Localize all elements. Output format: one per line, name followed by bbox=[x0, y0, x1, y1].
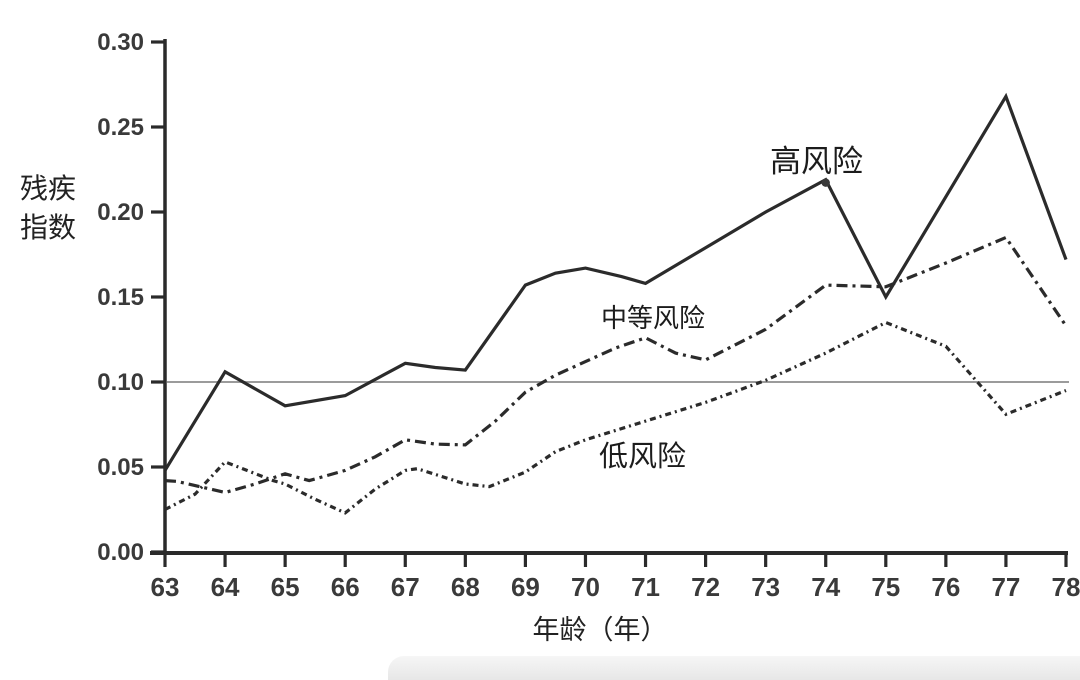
y-tick-label: 0.10 bbox=[97, 369, 144, 396]
series-line-high-risk bbox=[163, 92, 1068, 472]
y-tick-label: 0.00 bbox=[97, 539, 144, 566]
x-tick-label: 74 bbox=[811, 572, 840, 602]
x-axis-label: 年龄（年） bbox=[532, 615, 668, 645]
high-risk-peak-dot bbox=[821, 178, 830, 187]
line-chart-canvas: 0.00 0.05 0.10 0.15 0.20 0.25 0.30 63 64 65 66 67 68… bbox=[97, 29, 1080, 602]
series-label-high-risk: 高风险 bbox=[770, 144, 863, 179]
x-tick-label: 69 bbox=[511, 572, 540, 602]
series-label-low-risk: 低风险 bbox=[599, 440, 686, 473]
y-tick-label: 0.05 bbox=[97, 454, 144, 481]
x-tick-label: 72 bbox=[691, 572, 720, 602]
series-line-low-risk bbox=[164, 320, 1067, 515]
x-tick-label: 70 bbox=[571, 572, 600, 602]
x-tick-label: 67 bbox=[391, 572, 420, 602]
x-tick-label: 77 bbox=[991, 572, 1020, 602]
x-tick-label: 76 bbox=[931, 572, 960, 602]
x-tick-label: 71 bbox=[631, 572, 660, 602]
x-tick-label: 66 bbox=[331, 572, 360, 602]
x-tick-label: 68 bbox=[451, 572, 480, 602]
series-line-medium-risk bbox=[164, 235, 1068, 495]
series-label-medium-risk: 中等风险 bbox=[601, 303, 705, 333]
bottom-edge-bar bbox=[388, 656, 1080, 680]
y-tick-label: 0.15 bbox=[97, 284, 144, 311]
x-tick-label: 64 bbox=[211, 572, 240, 602]
x-tick-label: 65 bbox=[271, 572, 300, 602]
y-axis-label: 残疾指数 bbox=[20, 173, 77, 243]
x-tick-label: 78 bbox=[1052, 572, 1080, 602]
x-tick-label: 75 bbox=[871, 572, 900, 602]
y-tick-label: 0.20 bbox=[97, 199, 144, 226]
y-tick-label: 0.30 bbox=[97, 29, 144, 56]
y-tick-label: 0.25 bbox=[97, 114, 144, 141]
x-tick-label: 63 bbox=[151, 572, 180, 602]
x-tick-label: 73 bbox=[751, 572, 780, 602]
